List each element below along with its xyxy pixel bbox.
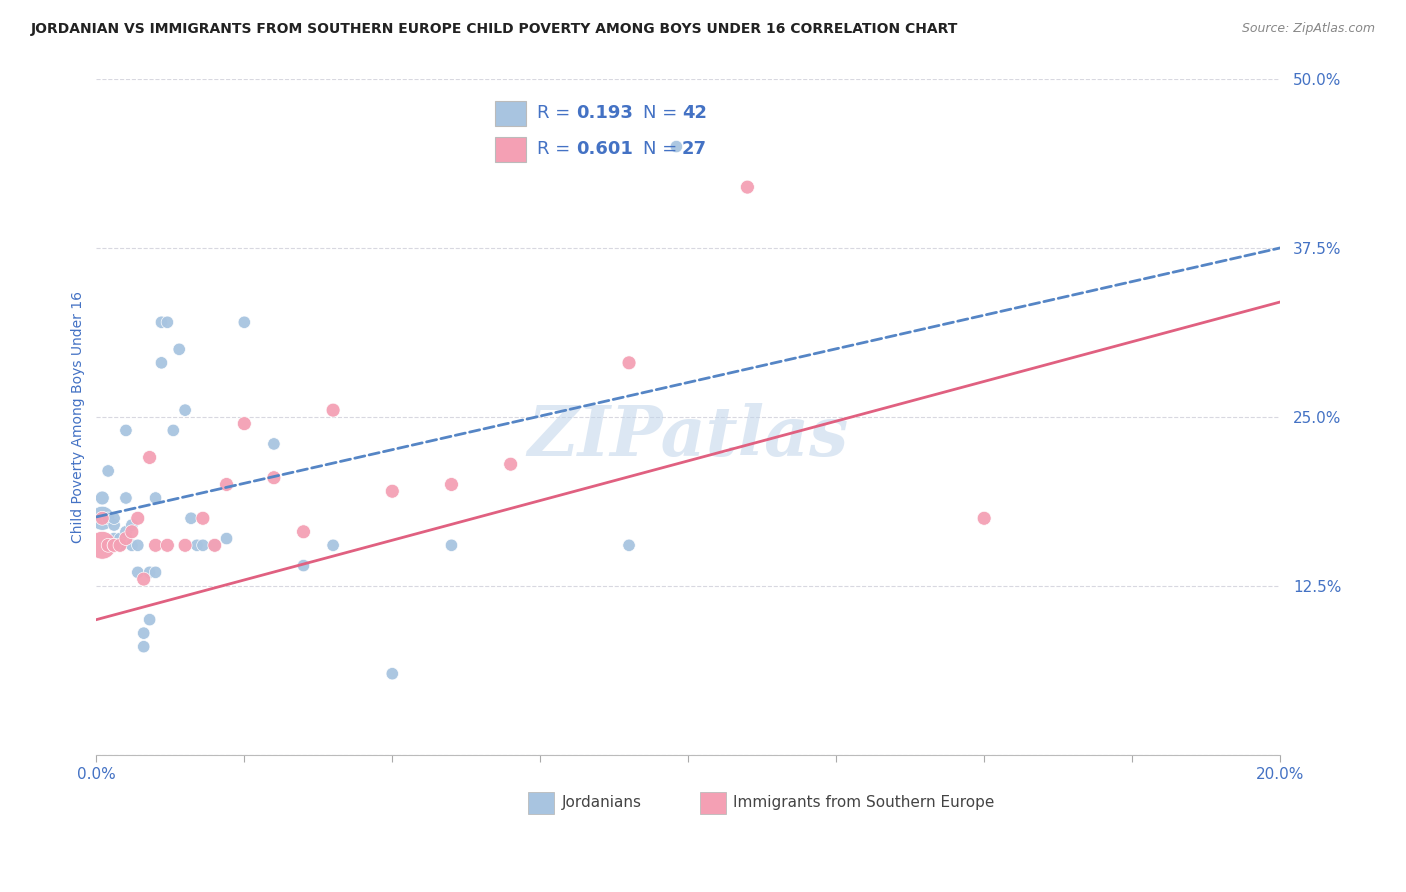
Point bbox=[115, 491, 138, 505]
Point bbox=[103, 518, 125, 533]
Point bbox=[145, 491, 167, 505]
Point bbox=[233, 315, 256, 329]
Point bbox=[108, 538, 131, 552]
Point bbox=[174, 403, 197, 417]
Point bbox=[145, 538, 167, 552]
Point bbox=[145, 566, 167, 580]
Point bbox=[97, 511, 120, 525]
Point bbox=[156, 538, 179, 552]
Point bbox=[115, 524, 138, 539]
Point bbox=[191, 511, 214, 525]
Point bbox=[156, 315, 179, 329]
Point bbox=[121, 538, 143, 552]
Point bbox=[132, 626, 155, 640]
Point bbox=[263, 437, 285, 451]
FancyBboxPatch shape bbox=[700, 792, 725, 814]
Point bbox=[138, 450, 160, 465]
Point bbox=[91, 511, 114, 525]
Point bbox=[617, 356, 640, 370]
Point bbox=[138, 566, 160, 580]
Point bbox=[121, 518, 143, 533]
Point bbox=[121, 524, 143, 539]
Point bbox=[132, 572, 155, 586]
Point bbox=[174, 538, 197, 552]
Point bbox=[91, 538, 114, 552]
Point bbox=[499, 457, 522, 471]
Point bbox=[215, 477, 238, 491]
Point bbox=[322, 538, 344, 552]
Point bbox=[381, 666, 404, 681]
Y-axis label: Child Poverty Among Boys Under 16: Child Poverty Among Boys Under 16 bbox=[72, 291, 86, 543]
Point bbox=[108, 538, 131, 552]
Point bbox=[204, 538, 226, 552]
Point bbox=[737, 180, 759, 194]
Point bbox=[97, 538, 120, 552]
Point bbox=[440, 477, 463, 491]
Point bbox=[115, 532, 138, 546]
Point bbox=[162, 424, 184, 438]
Point bbox=[103, 511, 125, 525]
Point bbox=[97, 464, 120, 478]
Point bbox=[440, 538, 463, 552]
Point bbox=[103, 538, 125, 552]
Point bbox=[91, 491, 114, 505]
Point bbox=[292, 558, 315, 573]
Point bbox=[322, 403, 344, 417]
Text: Immigrants from Southern Europe: Immigrants from Southern Europe bbox=[733, 796, 994, 810]
Text: ZIPatlas: ZIPatlas bbox=[527, 403, 849, 471]
Point bbox=[180, 511, 202, 525]
Point bbox=[108, 532, 131, 546]
Point bbox=[127, 511, 149, 525]
Point bbox=[91, 511, 114, 525]
Text: Source: ZipAtlas.com: Source: ZipAtlas.com bbox=[1241, 22, 1375, 36]
Point bbox=[132, 640, 155, 654]
Text: Jordanians: Jordanians bbox=[561, 796, 641, 810]
Point bbox=[103, 538, 125, 552]
Point bbox=[103, 532, 125, 546]
Point bbox=[617, 538, 640, 552]
Point bbox=[665, 139, 688, 153]
Point bbox=[263, 471, 285, 485]
Point bbox=[292, 524, 315, 539]
Point bbox=[127, 538, 149, 552]
Point bbox=[150, 315, 173, 329]
Point bbox=[186, 538, 208, 552]
Text: JORDANIAN VS IMMIGRANTS FROM SOUTHERN EUROPE CHILD POVERTY AMONG BOYS UNDER 16 C: JORDANIAN VS IMMIGRANTS FROM SOUTHERN EU… bbox=[31, 22, 959, 37]
Point bbox=[204, 538, 226, 552]
Point bbox=[127, 566, 149, 580]
Point bbox=[150, 356, 173, 370]
Point bbox=[167, 343, 190, 357]
Point bbox=[381, 484, 404, 499]
Point bbox=[138, 613, 160, 627]
Point bbox=[233, 417, 256, 431]
Point bbox=[973, 511, 995, 525]
Point bbox=[191, 538, 214, 552]
Point bbox=[115, 424, 138, 438]
Point bbox=[108, 538, 131, 552]
FancyBboxPatch shape bbox=[529, 792, 554, 814]
Point bbox=[215, 532, 238, 546]
